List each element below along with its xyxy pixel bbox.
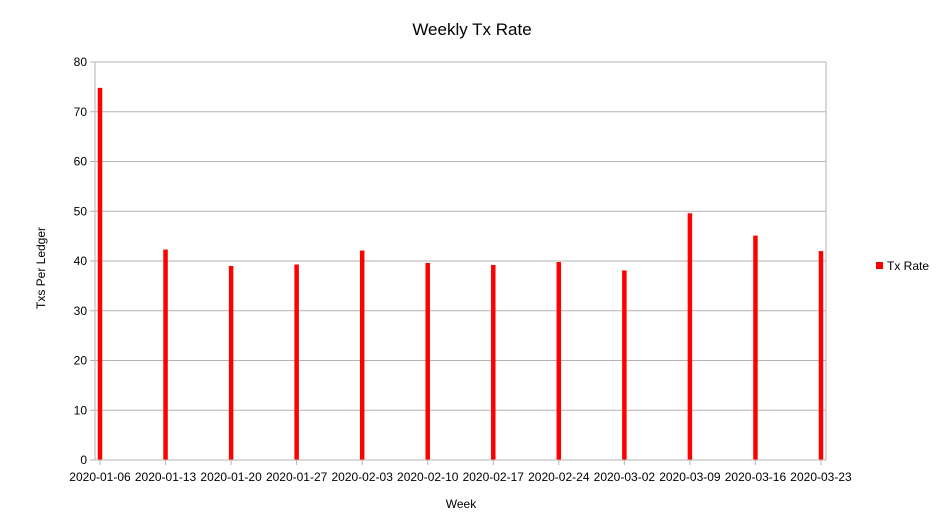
x-tick-label: 2020-03-02 <box>594 470 656 484</box>
bar-2020-03-16 <box>753 235 758 460</box>
x-tick-label: 2020-03-23 <box>790 470 852 484</box>
y-tick-label: 50 <box>74 204 88 218</box>
bar-2020-02-17 <box>491 264 496 460</box>
chart-title: Weekly Tx Rate <box>412 20 531 39</box>
gridlines <box>95 61 826 461</box>
y-tick-label: 0 <box>80 453 87 467</box>
y-tick-label: 20 <box>74 354 88 368</box>
y-tick-label: 30 <box>74 304 88 318</box>
y-tick-label: 80 <box>74 55 88 69</box>
bar-2020-02-24 <box>556 261 562 460</box>
bar-2020-01-13 <box>163 249 168 460</box>
bar-2020-03-23 <box>818 251 824 460</box>
x-tick-label: 2020-02-17 <box>463 470 525 484</box>
bar-2020-03-02 <box>622 270 627 460</box>
bar-2020-01-06 <box>97 87 103 461</box>
x-tick-label: 2020-01-06 <box>69 470 131 484</box>
x-tick-label: 2020-01-20 <box>200 470 262 484</box>
x-tick-label: 2020-01-13 <box>135 470 197 484</box>
x-tick-label: 2020-03-16 <box>725 470 787 484</box>
bar-2020-03-09 <box>687 213 693 460</box>
x-tick-label: 2020-02-03 <box>331 470 393 484</box>
x-tick-label: 2020-01-27 <box>266 470 328 484</box>
bar-2020-02-10 <box>425 262 430 460</box>
bar-2020-01-20 <box>228 265 234 460</box>
bar-2020-02-03 <box>359 250 365 460</box>
legend-label: Tx Rate <box>887 259 929 273</box>
y-tick-label: 70 <box>74 105 88 119</box>
y-tick-label: 40 <box>74 254 88 268</box>
legend-swatch <box>876 262 883 269</box>
y-tick-label: 60 <box>74 155 88 169</box>
y-tick-label: 10 <box>74 403 88 417</box>
y-axis-label: Txs Per Ledger <box>34 227 48 309</box>
legend: Tx Rate <box>876 259 929 273</box>
x-tick-label: 2020-02-10 <box>397 470 459 484</box>
bar-2020-01-27 <box>294 264 299 460</box>
x-tick-label: 2020-02-24 <box>528 470 590 484</box>
x-axis-label: Week <box>446 497 477 511</box>
bars <box>97 87 824 461</box>
x-tick-label: 2020-03-09 <box>659 470 721 484</box>
